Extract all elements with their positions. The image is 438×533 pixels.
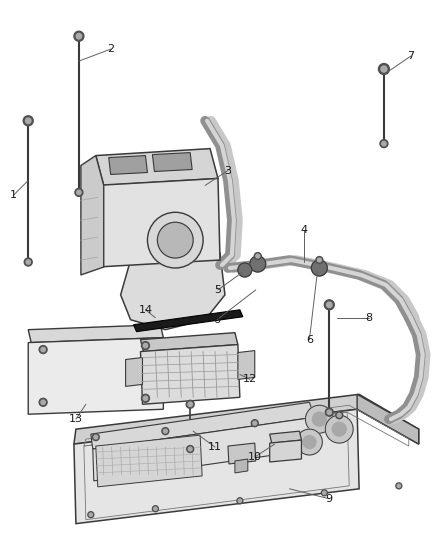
Circle shape bbox=[253, 421, 257, 425]
Text: 13: 13 bbox=[69, 414, 83, 424]
Circle shape bbox=[154, 507, 157, 511]
Circle shape bbox=[325, 408, 333, 416]
Polygon shape bbox=[141, 345, 240, 404]
Circle shape bbox=[323, 491, 326, 495]
Circle shape bbox=[397, 484, 400, 488]
Polygon shape bbox=[109, 156, 148, 174]
Text: 9: 9 bbox=[326, 494, 333, 504]
Circle shape bbox=[332, 422, 346, 436]
Circle shape bbox=[381, 66, 387, 72]
Circle shape bbox=[297, 429, 322, 455]
Circle shape bbox=[39, 345, 47, 353]
Polygon shape bbox=[74, 394, 419, 444]
Polygon shape bbox=[96, 179, 220, 267]
Text: 1: 1 bbox=[10, 190, 17, 200]
Circle shape bbox=[238, 499, 241, 503]
Text: 5: 5 bbox=[215, 285, 222, 295]
Text: 11: 11 bbox=[208, 442, 222, 452]
Circle shape bbox=[321, 490, 327, 496]
Circle shape bbox=[74, 31, 84, 41]
Text: 3: 3 bbox=[224, 166, 231, 175]
Circle shape bbox=[148, 212, 203, 268]
Circle shape bbox=[162, 427, 169, 434]
Circle shape bbox=[152, 506, 159, 512]
Polygon shape bbox=[28, 325, 163, 343]
Circle shape bbox=[76, 34, 81, 39]
Circle shape bbox=[251, 419, 258, 426]
Polygon shape bbox=[96, 435, 202, 487]
Circle shape bbox=[75, 188, 83, 196]
Text: 10: 10 bbox=[248, 452, 262, 462]
Polygon shape bbox=[270, 431, 301, 443]
Circle shape bbox=[143, 343, 148, 348]
Circle shape bbox=[89, 513, 92, 516]
Circle shape bbox=[77, 190, 81, 195]
Text: 12: 12 bbox=[243, 374, 257, 384]
Circle shape bbox=[188, 402, 192, 407]
Circle shape bbox=[187, 446, 194, 453]
Circle shape bbox=[41, 400, 45, 405]
Circle shape bbox=[25, 118, 31, 124]
Text: 4: 4 bbox=[301, 225, 308, 235]
Circle shape bbox=[318, 258, 321, 262]
Polygon shape bbox=[357, 394, 419, 444]
Polygon shape bbox=[74, 409, 359, 523]
Text: 7: 7 bbox=[407, 51, 414, 61]
Circle shape bbox=[311, 260, 327, 276]
Text: 14: 14 bbox=[138, 305, 152, 315]
Polygon shape bbox=[228, 443, 256, 464]
Polygon shape bbox=[81, 156, 104, 275]
Circle shape bbox=[39, 398, 47, 406]
Circle shape bbox=[316, 256, 323, 263]
Circle shape bbox=[188, 447, 192, 451]
Circle shape bbox=[141, 394, 149, 402]
Circle shape bbox=[163, 429, 167, 433]
Polygon shape bbox=[238, 351, 255, 379]
Circle shape bbox=[382, 141, 386, 146]
Text: 8: 8 bbox=[365, 313, 373, 323]
Circle shape bbox=[88, 512, 94, 518]
Polygon shape bbox=[120, 253, 225, 330]
Circle shape bbox=[141, 342, 149, 350]
Circle shape bbox=[378, 63, 389, 75]
Circle shape bbox=[254, 253, 261, 260]
Circle shape bbox=[92, 434, 99, 441]
Polygon shape bbox=[28, 337, 163, 414]
Polygon shape bbox=[91, 402, 314, 449]
Circle shape bbox=[23, 116, 33, 126]
Circle shape bbox=[41, 348, 45, 352]
Polygon shape bbox=[152, 152, 192, 172]
Circle shape bbox=[94, 435, 98, 439]
Circle shape bbox=[305, 405, 333, 433]
Circle shape bbox=[24, 258, 32, 266]
Circle shape bbox=[26, 260, 30, 264]
Polygon shape bbox=[96, 149, 218, 185]
Text: 2: 2 bbox=[107, 44, 114, 54]
Circle shape bbox=[250, 256, 266, 272]
Polygon shape bbox=[93, 417, 315, 481]
Circle shape bbox=[256, 254, 260, 258]
Circle shape bbox=[237, 498, 243, 504]
Circle shape bbox=[396, 483, 402, 489]
Polygon shape bbox=[134, 310, 243, 332]
Circle shape bbox=[325, 415, 353, 443]
Circle shape bbox=[337, 413, 341, 417]
Circle shape bbox=[157, 222, 193, 258]
Polygon shape bbox=[235, 459, 248, 473]
Circle shape bbox=[238, 263, 252, 277]
Circle shape bbox=[327, 302, 332, 308]
Circle shape bbox=[303, 435, 316, 449]
Circle shape bbox=[324, 300, 334, 310]
Circle shape bbox=[143, 396, 148, 400]
Circle shape bbox=[327, 410, 332, 415]
Circle shape bbox=[380, 140, 388, 148]
Circle shape bbox=[186, 400, 194, 408]
Text: 6: 6 bbox=[213, 314, 220, 325]
Circle shape bbox=[312, 412, 326, 426]
Polygon shape bbox=[141, 333, 238, 352]
Polygon shape bbox=[126, 358, 142, 386]
Circle shape bbox=[336, 411, 343, 419]
Polygon shape bbox=[270, 440, 301, 462]
Text: 6: 6 bbox=[306, 335, 313, 345]
